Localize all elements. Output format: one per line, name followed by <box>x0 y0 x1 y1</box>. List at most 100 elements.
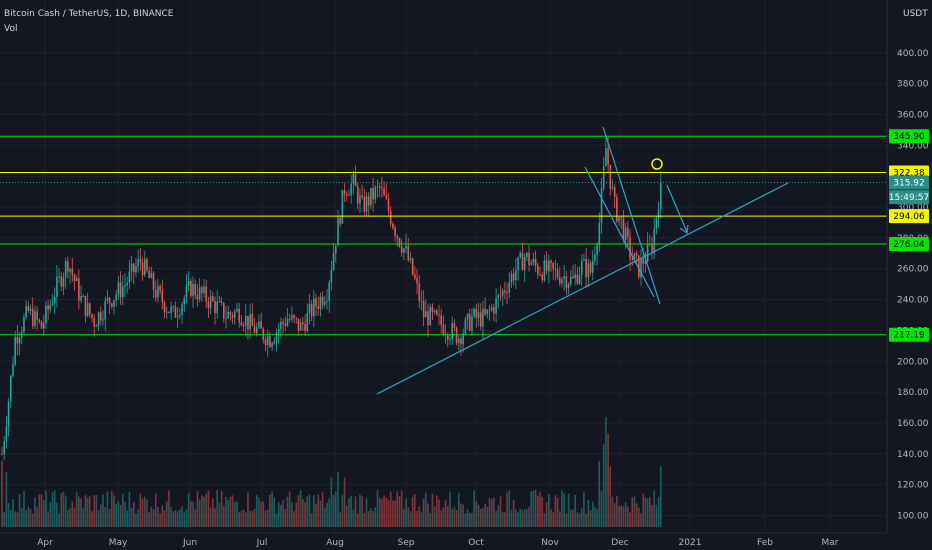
candle <box>537 262 539 280</box>
candle <box>495 288 497 323</box>
candle <box>319 292 322 317</box>
price-axis[interactable]: 400.00380.00360.00340.00320.00300.00280.… <box>886 0 932 533</box>
volume-bar <box>499 496 502 527</box>
target-circle-marker[interactable] <box>651 158 663 170</box>
candle <box>576 266 579 286</box>
projection-arrow[interactable] <box>666 184 688 233</box>
volume-bar <box>521 510 524 527</box>
volume-bar <box>152 509 155 527</box>
candle <box>260 312 262 329</box>
candle <box>392 221 394 230</box>
candle <box>653 218 656 259</box>
candle <box>521 243 524 271</box>
candle <box>264 336 267 352</box>
volume-bar <box>203 496 205 527</box>
candle <box>414 266 416 281</box>
volume-bar <box>598 461 601 527</box>
volume-bar <box>585 513 587 527</box>
candle <box>356 182 359 210</box>
volume-bar <box>271 491 273 527</box>
candle <box>545 251 548 275</box>
candle <box>284 316 287 332</box>
volume-bar <box>71 501 74 527</box>
volume-bar <box>91 511 93 527</box>
currency-label: USDT <box>903 9 928 19</box>
volume-bar <box>541 496 544 527</box>
volume-bar <box>414 494 416 527</box>
volume-bar <box>194 508 197 527</box>
ascending-support-trendline[interactable] <box>376 182 789 395</box>
candle <box>36 306 38 330</box>
volume-bar <box>418 506 421 527</box>
volume-bar <box>620 505 623 527</box>
volume-bar <box>635 503 638 527</box>
candle <box>111 302 113 310</box>
volume-bar <box>602 444 605 527</box>
falling-wedge-lower-line[interactable] <box>584 166 655 298</box>
volume-bar <box>157 507 159 527</box>
volume-bar <box>209 507 212 527</box>
volume-bar <box>84 495 87 527</box>
volume-bar <box>73 507 76 527</box>
candle <box>150 266 153 279</box>
candle <box>605 135 607 167</box>
volume-bar <box>14 511 16 527</box>
volume-bar <box>495 511 497 527</box>
volume-bar <box>302 498 304 527</box>
candle <box>387 193 390 216</box>
volume-bar <box>427 503 429 527</box>
candle <box>132 262 135 285</box>
candle <box>594 245 596 266</box>
volume-bar <box>291 502 293 527</box>
price-tick-label: 200.00 <box>897 357 929 367</box>
volume-bar <box>517 512 519 527</box>
volume-bar <box>475 501 478 527</box>
volume-bar <box>5 472 8 527</box>
candle <box>565 270 568 295</box>
time-axis[interactable]: Apr May Jun Jul Aug Sep Oct Nov Dec 2021 Feb Mar <box>0 532 932 550</box>
candle <box>128 260 131 290</box>
volume-bar <box>286 496 289 527</box>
candle <box>572 264 574 280</box>
volume-bar <box>27 506 30 527</box>
candle <box>585 247 587 289</box>
candle <box>229 310 232 321</box>
volume-bar <box>25 510 27 527</box>
volume-bar <box>451 509 453 527</box>
candle <box>574 264 576 286</box>
volume-bar <box>62 491 65 527</box>
candle <box>7 398 10 437</box>
candle <box>407 238 410 262</box>
candle <box>444 324 447 344</box>
volume-bar <box>20 507 23 527</box>
candle <box>596 241 598 266</box>
volume-bar <box>121 493 124 527</box>
volume-bar <box>569 509 572 527</box>
volume-bar <box>361 495 363 527</box>
candle <box>187 271 190 291</box>
volume-bar <box>78 496 80 527</box>
candle <box>214 296 216 325</box>
volume-bar <box>537 495 539 527</box>
volume-bar <box>148 512 150 527</box>
volume-bar <box>288 491 291 527</box>
volume-bar <box>506 492 508 527</box>
candle <box>315 293 317 317</box>
volume-bar <box>253 508 256 527</box>
volume-bar <box>471 512 473 527</box>
candle <box>5 416 8 449</box>
volume-bar <box>591 501 594 527</box>
volume-bar <box>457 492 460 527</box>
volume-bar <box>1 461 3 527</box>
price-tag: 15:49:57 <box>889 190 929 205</box>
volume-bar <box>534 489 537 527</box>
volume-bar <box>438 499 440 527</box>
candle <box>16 325 19 356</box>
volume-bar <box>80 498 82 527</box>
candle <box>185 274 188 303</box>
candle <box>51 294 54 307</box>
candle <box>299 318 302 331</box>
volume-bar <box>653 490 656 527</box>
falling-wedge-upper-line[interactable] <box>602 126 661 305</box>
